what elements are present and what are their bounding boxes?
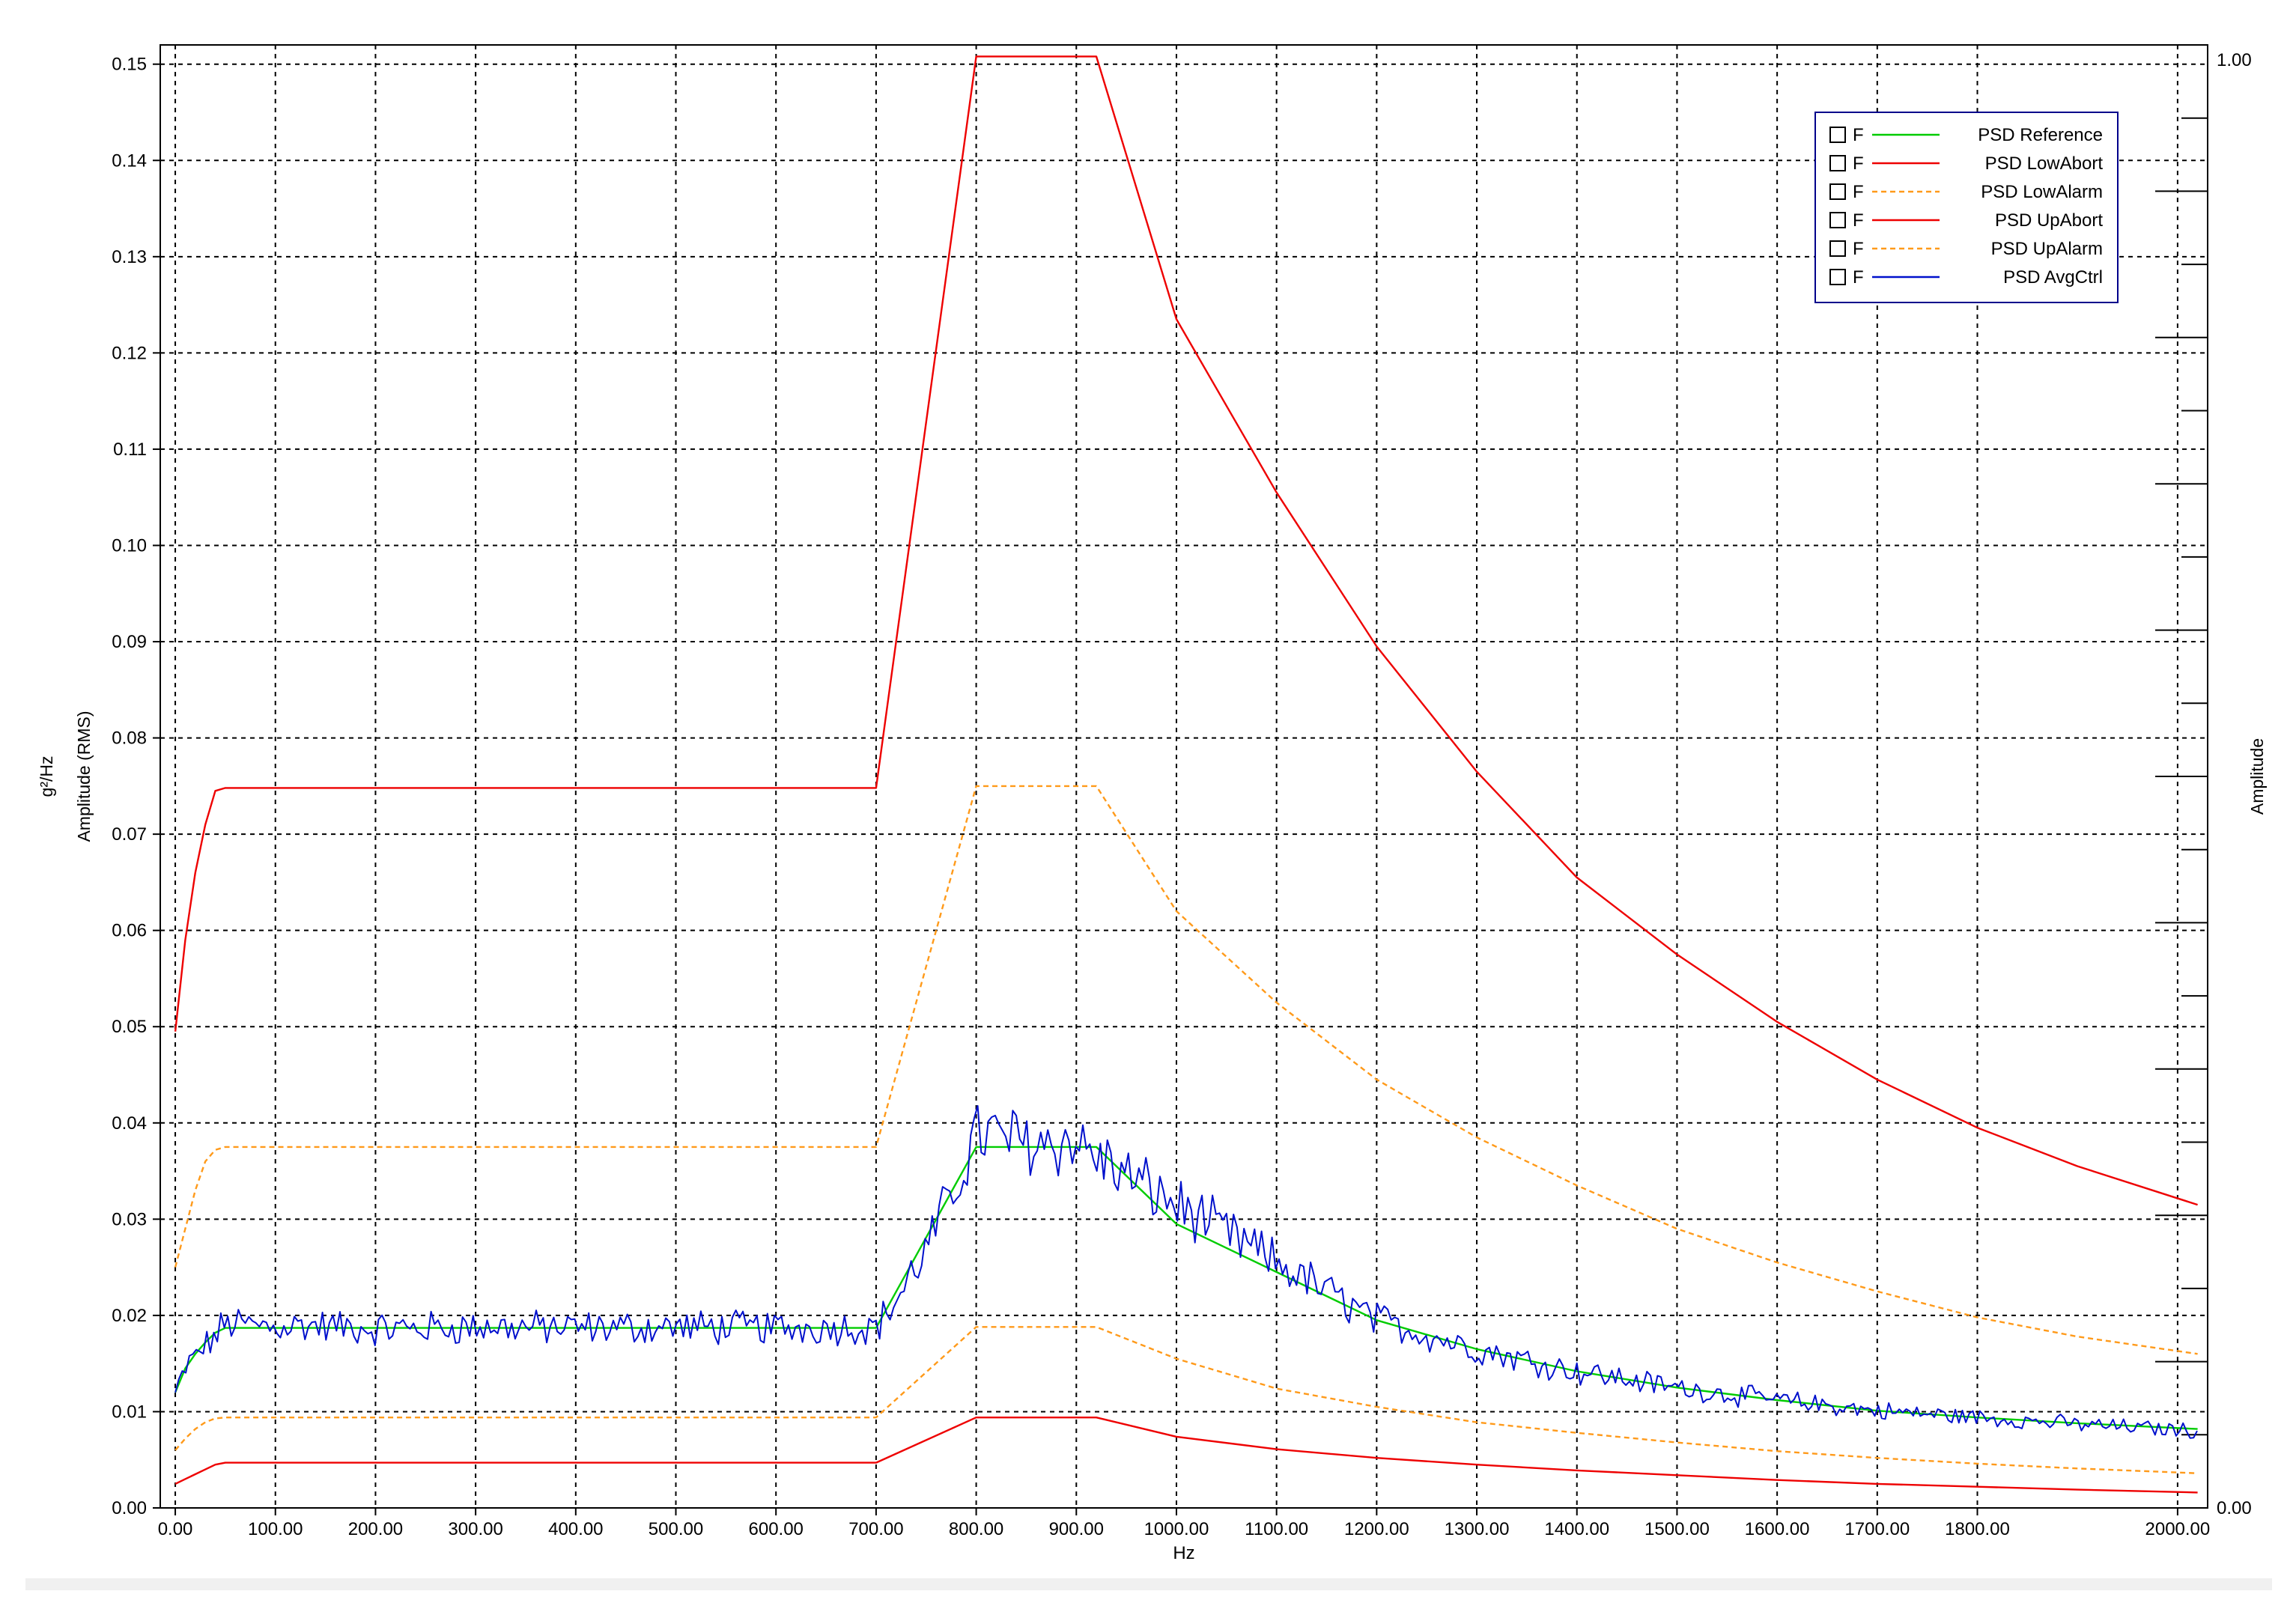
x-axis-label: Hz <box>1173 1543 1194 1563</box>
legend-box <box>1814 112 2119 303</box>
legend-entry-label: PSD Reference <box>1978 125 2103 145</box>
x-tick-label: 1700.00 <box>1844 1519 1910 1539</box>
legend-checkbox-label: F <box>1853 267 1864 288</box>
legend-checkbox[interactable] <box>1829 183 1846 200</box>
y-tick-label: 0.07 <box>112 824 147 845</box>
y-axis-label: Amplitude (RMS) <box>74 711 94 842</box>
right-axis-top-label: 1.00 <box>2217 50 2252 70</box>
y-tick-label: 0.15 <box>112 55 147 75</box>
x-tick-label: 1400.00 <box>1544 1519 1609 1539</box>
x-tick-label: 700.00 <box>848 1519 903 1539</box>
series-line-psd-avgctrl <box>174 1105 2198 1439</box>
x-tick-label: 1000.00 <box>1144 1519 1209 1539</box>
x-tick-label: 1800.00 <box>1945 1519 2010 1539</box>
x-tick-label: 500.00 <box>649 1519 703 1539</box>
x-tick-label: 200.00 <box>348 1519 403 1539</box>
x-tick-label: 800.00 <box>949 1519 1003 1539</box>
legend-checkbox-label: F <box>1853 182 1864 202</box>
x-tick-label: 0.00 <box>158 1519 193 1539</box>
x-tick-label: 300.00 <box>448 1519 502 1539</box>
plot-frame <box>160 44 2208 1509</box>
legend-entry-label: PSD LowAlarm <box>1981 182 2103 202</box>
grid-lines <box>153 45 2208 1515</box>
y-tick-labels: 0.00 0.01 0.02 0.03 0.04 0.05 0.06 0.07 0.08 0.09… <box>112 55 147 1518</box>
x-tick-labels: 0.00 100.00 200.00 300.00 400.00 500.00 600.00… <box>158 1519 2211 1539</box>
x-tick-label: 1300.00 <box>1445 1519 1510 1539</box>
series-line-psd-lowalarm <box>174 1326 2198 1474</box>
legend-entry-label: PSD AvgCtrl <box>2003 267 2103 288</box>
x-tick-label: 900.00 <box>1049 1519 1104 1539</box>
y-tick-label: 0.10 <box>112 535 147 556</box>
legend-checkbox[interactable] <box>1829 155 1846 171</box>
x-tick-label: 2000.00 <box>2145 1519 2211 1539</box>
y-tick-label: 0.03 <box>112 1209 147 1229</box>
y-tick-label: 0.02 <box>112 1306 147 1326</box>
y-tick-label: 0.08 <box>112 729 147 749</box>
legend-checkbox-label: F <box>1853 210 1864 231</box>
y-tick-label: 0.01 <box>112 1402 147 1422</box>
legend-checkbox[interactable] <box>1829 269 1846 285</box>
y-axis-label-unit: g²/Hz <box>37 756 56 797</box>
y-tick-label: 0.00 <box>112 1498 147 1518</box>
legend-checkbox-label: F <box>1853 239 1864 259</box>
x-tick-label: 400.00 <box>548 1519 603 1539</box>
x-tick-label: 1200.00 <box>1344 1519 1409 1539</box>
legend: F PSD Reference F PSD LowAbort F PSD LowAlarm… <box>1814 112 2119 303</box>
legend-checkbox-label: F <box>1853 153 1864 174</box>
series-layer <box>174 55 2198 1494</box>
y-tick-label: 0.14 <box>112 150 147 171</box>
x-tick-label: 100.00 <box>248 1519 303 1539</box>
legend-checkbox[interactable] <box>1829 240 1846 257</box>
legend-entry-label: PSD UpAlarm <box>1991 239 2103 259</box>
x-tick-label: 600.00 <box>749 1519 804 1539</box>
x-tick-label: 1100.00 <box>1245 1519 1308 1539</box>
series-line-psd-lowabort <box>174 1416 2198 1494</box>
series-line-psd-upabort <box>174 55 2198 1206</box>
legend-checkbox[interactable] <box>1829 127 1846 143</box>
y-tick-label: 0.11 <box>113 439 147 460</box>
x-tick-label: 1600.00 <box>1745 1519 1810 1539</box>
y-tick-label: 0.09 <box>112 632 147 652</box>
series-line-psd-upalarm <box>174 785 2198 1355</box>
legend-entry-label: PSD UpAbort <box>1995 210 2103 231</box>
y-tick-label: 0.06 <box>112 921 147 941</box>
legend-checkbox[interactable] <box>1829 212 1846 228</box>
series-line-psd-reference <box>174 1146 2198 1430</box>
right-axis-label: Amplitude <box>2247 738 2267 815</box>
y-tick-label: 0.12 <box>112 343 147 363</box>
bottom-strip <box>25 1578 2272 1590</box>
legend-checkbox-label: F <box>1853 125 1864 145</box>
y-tick-label: 0.13 <box>112 247 147 267</box>
y-tick-label: 0.04 <box>112 1113 147 1134</box>
x-tick-label: 1500.00 <box>1644 1519 1710 1539</box>
right-axis-bottom-label: 0.00 <box>2217 1498 2252 1518</box>
y-tick-label: 0.05 <box>112 1017 147 1037</box>
legend-entry-label: PSD LowAbort <box>1985 153 2104 174</box>
